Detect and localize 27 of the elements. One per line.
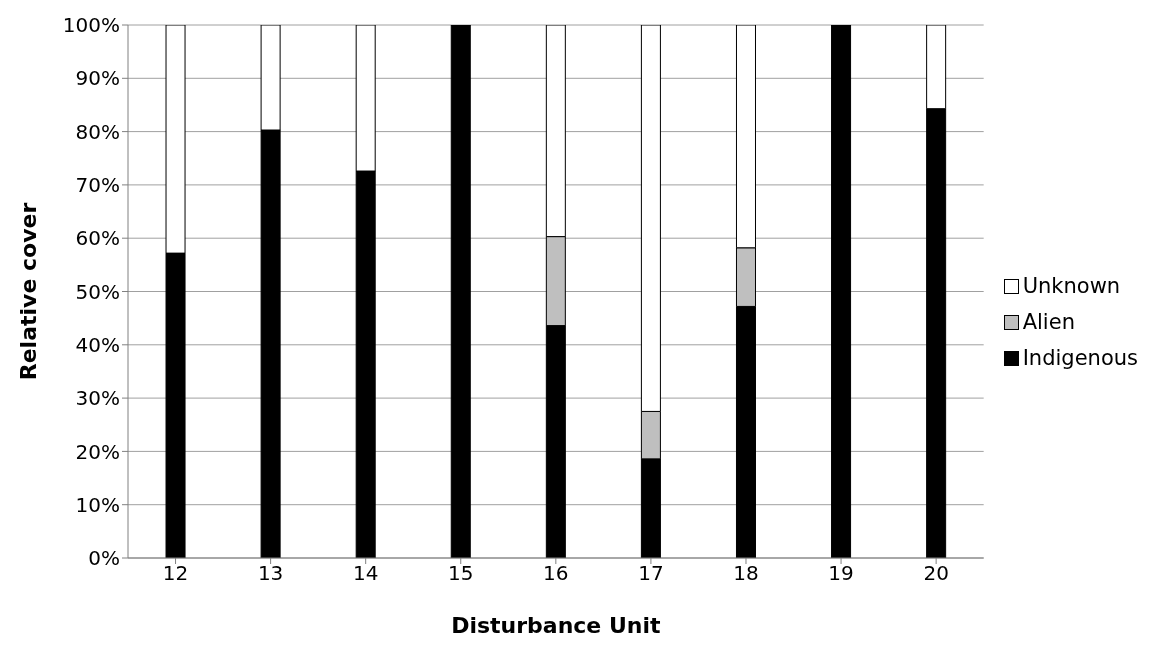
legend-label: Unknown: [1022, 274, 1121, 298]
y-tick-label: 30%: [75, 386, 120, 411]
y-tick-label: 0%: [88, 546, 120, 571]
y-tick-label: 70%: [75, 173, 120, 197]
y-tick-label: 10%: [75, 492, 120, 517]
bar: [450, 25, 471, 558]
y-tick-label: 80%: [75, 119, 120, 144]
bar: [831, 25, 852, 558]
y-tick-label: 20%: [75, 439, 120, 464]
x-tick-label: 15: [448, 561, 474, 586]
x-tick-label: 16: [543, 561, 569, 586]
x-axis-title: Disturbance Unit: [451, 613, 662, 638]
x-tick-label: 20: [923, 561, 949, 586]
legend-label: Alien: [1022, 310, 1075, 334]
x-tick-label: 12: [162, 561, 189, 586]
legend-label: Indigenous: [1022, 346, 1138, 370]
y-tick-label: 50%: [75, 279, 120, 304]
y-tick-label: 90%: [75, 66, 120, 91]
y-tick-label: 100%: [62, 13, 120, 38]
x-tick-label: 14: [352, 561, 379, 586]
x-tick-label: 17: [638, 561, 664, 586]
y-tick-label: 60%: [75, 226, 120, 251]
x-tick-label: 19: [828, 561, 854, 586]
x-tick-label: 18: [733, 561, 759, 586]
x-tick-label: 13: [257, 561, 284, 586]
y-tick-label: 40%: [75, 332, 120, 357]
y-axis-title: Relative cover: [15, 202, 41, 381]
